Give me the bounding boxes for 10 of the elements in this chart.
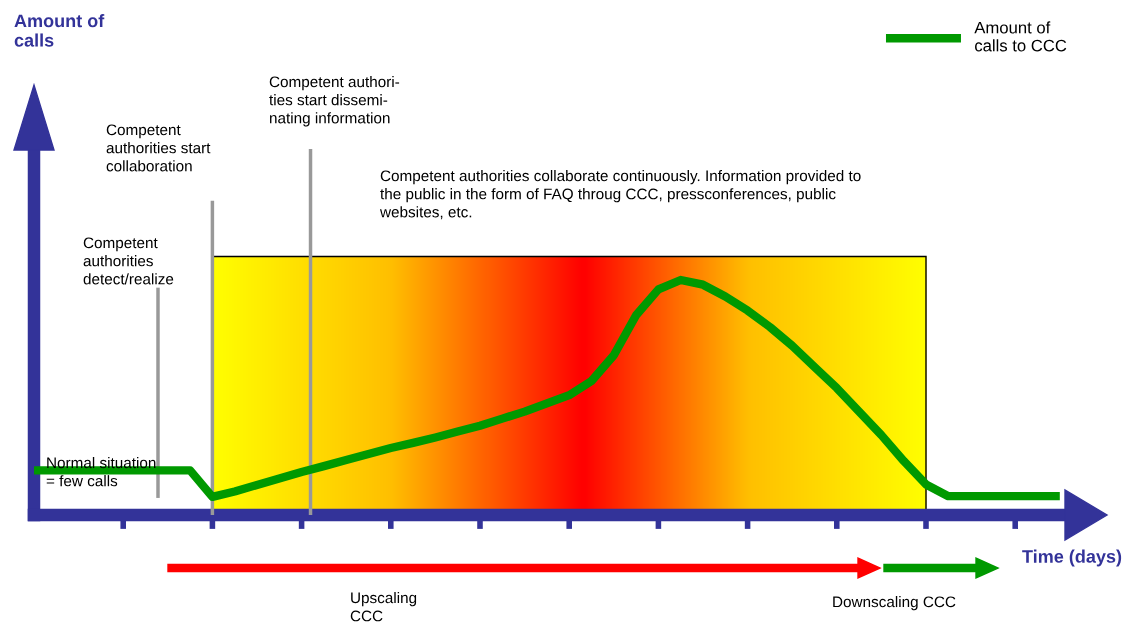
x-axis-title: Time (days) xyxy=(1022,549,1122,567)
text: Competent authori- ties start dissemi- nating information xyxy=(269,76,400,127)
text: Amount of calls xyxy=(14,14,105,47)
text: Competent authorities start collaboration xyxy=(106,124,211,172)
legend-label: Amount of calls to CCC xyxy=(974,21,1067,52)
annotation: Normal situation = few calls xyxy=(46,457,156,487)
text: Downscaling CCC xyxy=(833,596,956,611)
annotation: Competent authorities detect/realize xyxy=(83,237,174,285)
text: Upscaling CCC xyxy=(350,592,417,622)
text: Competent authorities collaborate continuously. Information provided to the public in the form of FAQ throug CCC, pressconferences, public websites, etc. xyxy=(379,170,861,220)
